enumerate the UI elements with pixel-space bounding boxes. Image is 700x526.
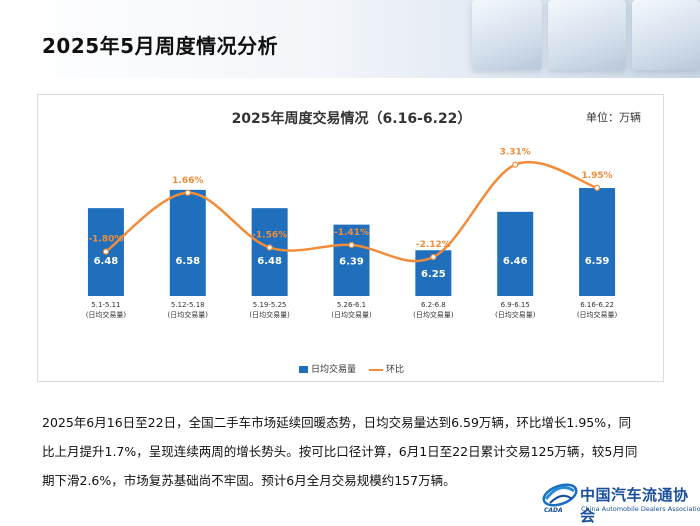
legend-label-bar: 日均交易量 xyxy=(311,365,357,375)
category-sublabel: (日均交易量) xyxy=(413,311,454,319)
bar-value-label: 6.25 xyxy=(421,269,446,280)
chart-panel: 2025年周度交易情况（6.16-6.22） 单位：万辆 6.48 6.58 6.4… xyxy=(37,94,664,382)
logo-name-en: China Automobile Dealers Association xyxy=(581,505,700,513)
summary-paragraph: 2025年6月16日至22日，全国二手车市场延续回暖态势，日均交易量达到6.59… xyxy=(42,415,638,488)
bar-1 xyxy=(169,189,206,296)
line-point-3 xyxy=(348,241,355,249)
line-value-label: 1.95% xyxy=(581,171,612,181)
line-point-0 xyxy=(102,248,110,255)
category-label: 5.12-5.18 (日均交易量) xyxy=(148,300,228,320)
cada-logo: CADA 中国汽车流通协会 China Automobile Dealers A… xyxy=(540,477,700,525)
category-label: 5.19-5.25 (日均交易量) xyxy=(230,300,310,320)
line-point-4 xyxy=(430,253,437,261)
decorative-cube xyxy=(472,0,542,70)
bar-value-label: 6.59 xyxy=(585,256,610,267)
line-value-label: 3.31% xyxy=(500,148,531,158)
category-label: 5.1-5.11 (日均交易量) xyxy=(66,300,146,320)
bar-value-label: 6.39 xyxy=(339,256,364,267)
category-label: 6.9-6.15 (日均交易量) xyxy=(475,300,555,320)
category-sublabel: (日均交易量) xyxy=(167,311,209,319)
category-sublabel: (日均交易量) xyxy=(331,311,372,319)
bar-5 xyxy=(497,211,534,296)
bar-value-label: 6.58 xyxy=(175,256,200,267)
category-sublabel: (日均交易量) xyxy=(85,311,127,319)
category-range: 6.9-6.15 xyxy=(500,301,530,309)
bar-value-label: 6.48 xyxy=(257,256,282,267)
logo-name-cn: 中国汽车流通协会 xyxy=(580,486,689,525)
header-band xyxy=(0,0,700,78)
category-range: 5.26-6.1 xyxy=(336,301,367,309)
line-value-label: -1.41% xyxy=(334,228,369,238)
line-value-label: -2.12% xyxy=(416,240,451,250)
line-point-5 xyxy=(512,161,519,168)
bar-value-label: 6.48 xyxy=(94,256,119,267)
category-range: 5.12-5.18 xyxy=(170,301,205,309)
category-range: 5.1-5.11 xyxy=(91,301,121,309)
line-point-6 xyxy=(593,184,601,191)
legend-swatch-bar xyxy=(299,366,309,373)
legend-label-line: 环比 xyxy=(385,365,404,375)
category-label: 6.2-6.8 (日均交易量) xyxy=(393,300,473,320)
category-label: 5.26-6.1 (日均交易量) xyxy=(312,300,392,320)
legend-item-bar: 日均交易量 xyxy=(299,362,356,375)
bar-value-label: 6.46 xyxy=(503,256,528,267)
decorative-cube xyxy=(632,0,700,70)
bar-2 xyxy=(251,208,288,296)
category-sublabel: (日均交易量) xyxy=(494,311,536,319)
page-title: 2025年5月周度情况分析 xyxy=(42,34,279,58)
category-sublabel: (日均交易量) xyxy=(576,311,618,319)
legend-swatch-line xyxy=(368,368,383,371)
line-value-label: -1.80% xyxy=(88,235,123,245)
category-range: 6.2-6.8 xyxy=(420,301,446,309)
unit-label: 单位：万辆 xyxy=(586,111,641,124)
category-range: 6.16-6.22 xyxy=(580,301,614,309)
cada-logo-mark-icon xyxy=(542,483,578,507)
line-value-label: 1.66% xyxy=(172,176,203,186)
category-label: 6.16-6.22 (日均交易量) xyxy=(557,300,637,320)
category-sublabel: (日均交易量) xyxy=(249,311,290,319)
chart-plot: 6.48 6.58 6.48 6.39 6.25 6.46 6.59 -1.80% 1.66% -… xyxy=(87,148,616,296)
bar-6 xyxy=(579,188,616,296)
legend-item-line: 环比 xyxy=(368,362,404,375)
line-value-label: -1.56% xyxy=(252,231,287,241)
line-point-2 xyxy=(266,244,273,251)
chart-title: 2025年周度交易情况（6.16-6.22） xyxy=(231,111,472,127)
decorative-cube xyxy=(548,0,626,70)
line-point-1 xyxy=(184,189,191,196)
category-range: 5.19-5.25 xyxy=(252,301,287,309)
logo-mark-text: CADA xyxy=(544,507,563,514)
bar-3 xyxy=(333,224,370,296)
legend: 日均交易量 环比 xyxy=(38,362,665,375)
